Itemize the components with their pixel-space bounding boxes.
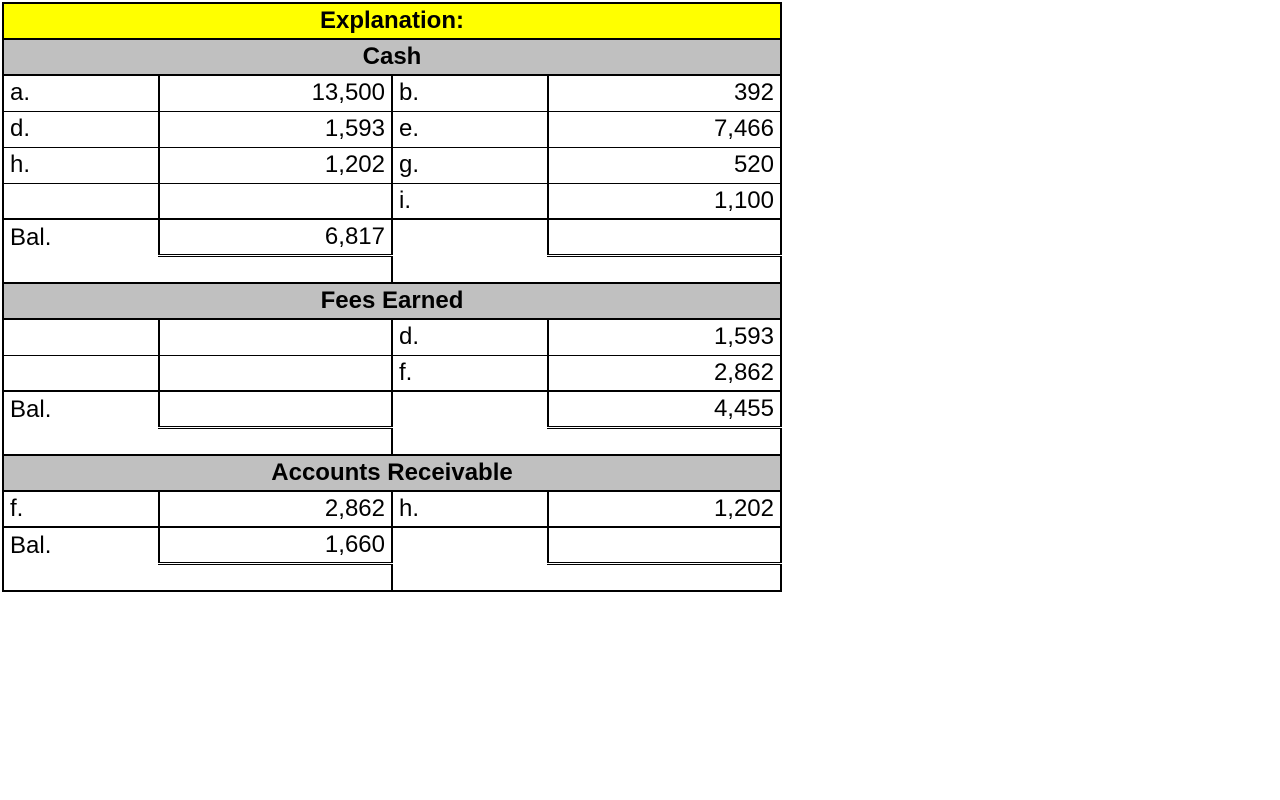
t-accounts-table: Explanation: Cash a. 13,500 b. 392 d. 1,… [2,2,782,592]
explanation-header-row: Explanation: [3,3,781,39]
account-title-cash: Cash [3,39,781,75]
cash-balance-row: Bal. 6,817 [3,219,781,255]
account-title-ar: Accounts Receivable [3,455,781,491]
debit-label: d. [3,111,159,147]
balance-left-amount: 1,660 [159,527,392,563]
account-title-row-cash: Cash [3,39,781,75]
cash-row-2: h. 1,202 g. 520 [3,147,781,183]
explanation-title: Explanation: [3,3,781,39]
fees-row-1: f. 2,862 [3,355,781,391]
balance-right-amount [548,219,781,255]
credit-amount: 520 [548,147,781,183]
balance-right-label [392,391,548,427]
debit-label: a. [3,75,159,111]
debit-amount [159,319,392,355]
spacer-row [3,255,781,283]
credit-label: b. [392,75,548,111]
cash-row-0: a. 13,500 b. 392 [3,75,781,111]
balance-right-amount [548,527,781,563]
debit-amount [159,183,392,219]
balance-right-amount: 4,455 [548,391,781,427]
credit-label: h. [392,491,548,527]
ar-balance-row: Bal. 1,660 [3,527,781,563]
fees-balance-row: Bal. 4,455 [3,391,781,427]
debit-label [3,355,159,391]
balance-label: Bal. [3,527,159,563]
debit-amount: 1,202 [159,147,392,183]
account-title-row-fees: Fees Earned [3,283,781,319]
debit-label: f. [3,491,159,527]
debit-label [3,319,159,355]
debit-amount: 1,593 [159,111,392,147]
debit-amount: 2,862 [159,491,392,527]
debit-amount: 13,500 [159,75,392,111]
debit-label [3,183,159,219]
credit-amount: 392 [548,75,781,111]
balance-right-label [392,219,548,255]
balance-left-amount: 6,817 [159,219,392,255]
cash-row-1: d. 1,593 e. 7,466 [3,111,781,147]
balance-right-label [392,527,548,563]
debit-amount [159,355,392,391]
cash-row-3: i. 1,100 [3,183,781,219]
t-accounts-container: Explanation: Cash a. 13,500 b. 392 d. 1,… [2,2,782,592]
debit-label: h. [3,147,159,183]
spacer-row [3,427,781,455]
credit-label: e. [392,111,548,147]
credit-label: g. [392,147,548,183]
credit-label: d. [392,319,548,355]
credit-amount: 1,593 [548,319,781,355]
account-title-fees: Fees Earned [3,283,781,319]
credit-amount: 7,466 [548,111,781,147]
balance-label: Bal. [3,391,159,427]
credit-amount: 1,202 [548,491,781,527]
spacer-row [3,563,781,591]
credit-amount: 1,100 [548,183,781,219]
credit-label: i. [392,183,548,219]
balance-label: Bal. [3,219,159,255]
balance-left-amount [159,391,392,427]
ar-row-0: f. 2,862 h. 1,202 [3,491,781,527]
fees-row-0: d. 1,593 [3,319,781,355]
account-title-row-ar: Accounts Receivable [3,455,781,491]
credit-amount: 2,862 [548,355,781,391]
credit-label: f. [392,355,548,391]
